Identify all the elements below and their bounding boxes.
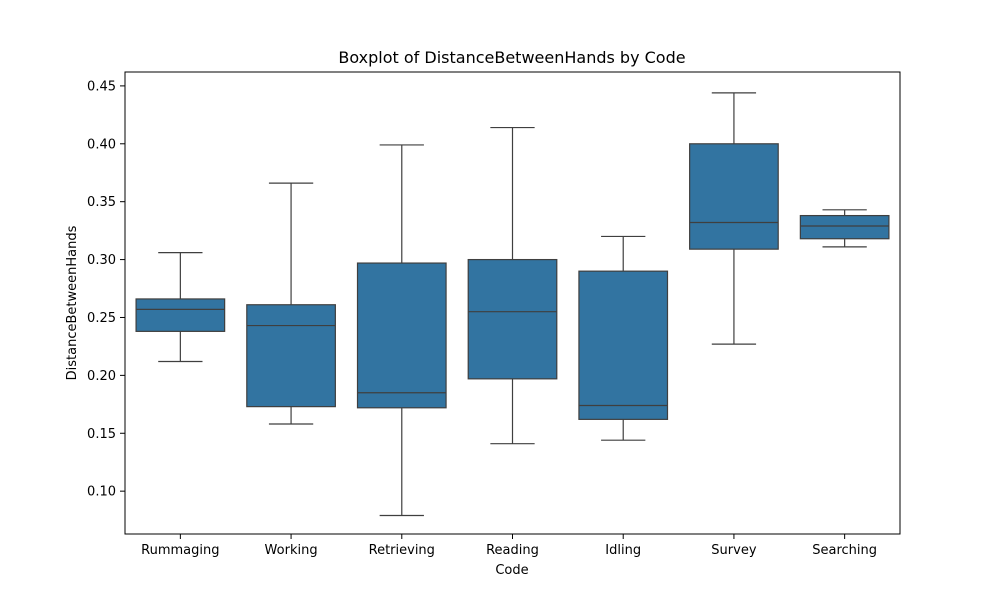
box-working bbox=[246, 304, 336, 408]
y-tick-label: 0.40 bbox=[87, 137, 116, 152]
box-rummaging bbox=[135, 298, 226, 332]
y-tick-label: 0.30 bbox=[87, 253, 116, 268]
box-idling bbox=[578, 270, 669, 420]
x-tick-label: Survey bbox=[711, 543, 757, 558]
x-axis-label: Code bbox=[495, 563, 528, 578]
x-tick-label: Searching bbox=[812, 543, 877, 558]
box-reading bbox=[467, 258, 558, 380]
y-tick-label: 0.25 bbox=[87, 311, 116, 326]
box-survey bbox=[689, 143, 779, 250]
y-tick-label: 0.10 bbox=[87, 485, 116, 500]
x-tick-label: Rummaging bbox=[141, 543, 219, 558]
plot-frame bbox=[124, 71, 901, 535]
y-tick-label: 0.15 bbox=[87, 427, 116, 442]
y-tick-label: 0.45 bbox=[87, 79, 116, 94]
chart-title: Boxplot of DistanceBetweenHands by Code bbox=[338, 48, 685, 67]
x-tick-label: Retrieving bbox=[369, 543, 435, 558]
y-axis-label: DistanceBetweenHands bbox=[65, 225, 80, 380]
x-tick-label: Idling bbox=[605, 543, 641, 558]
box-searching bbox=[799, 214, 890, 240]
y-tick-label: 0.35 bbox=[87, 195, 116, 210]
y-tick-label: 0.20 bbox=[87, 369, 116, 384]
x-tick-label: Reading bbox=[486, 543, 539, 558]
x-tick-label: Working bbox=[265, 543, 318, 558]
plot-area: 0.10 0.15 0.20 0.25 0.30 0.35 0.40 0.45 Rummagin… bbox=[87, 79, 890, 558]
box-retrieving bbox=[356, 262, 447, 409]
